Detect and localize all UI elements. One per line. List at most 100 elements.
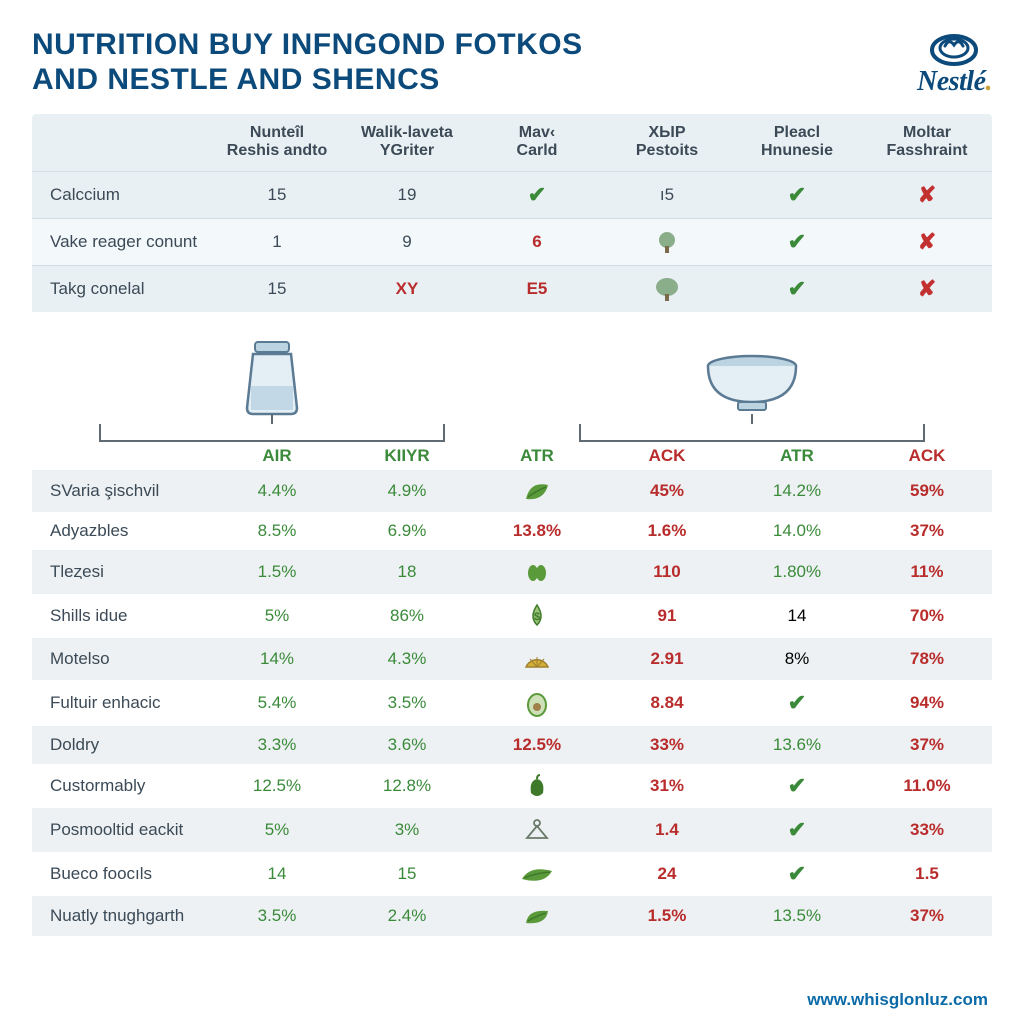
- top-cell: ✘: [862, 265, 992, 312]
- nutrition-cell: 3%: [342, 808, 472, 852]
- row-label: Doldry: [32, 726, 212, 764]
- nutrition-cell: [472, 638, 602, 680]
- row-label: Vake reager conunt: [32, 218, 212, 265]
- top-cell: ✔: [732, 265, 862, 312]
- nutrition-cell: [472, 680, 602, 726]
- top-cell: [602, 265, 732, 312]
- nutrition-cell: 91: [602, 594, 732, 638]
- nutrition-table: SVaria şischvil4.4%4.9%45%14.2%59%Adyazb…: [32, 470, 992, 936]
- row-label: Takg conelal: [32, 265, 212, 312]
- nutrition-cell: 13.6%: [732, 726, 862, 764]
- nutrition-cell: 18: [342, 550, 472, 594]
- nutrition-cell: [472, 764, 602, 808]
- nutrition-cell: 4.4%: [212, 470, 342, 512]
- nutrition-cell: 5.4%: [212, 680, 342, 726]
- top-cell: 15: [212, 265, 342, 312]
- nutrition-cell: 3.3%: [212, 726, 342, 764]
- bowl-icon: [692, 336, 812, 418]
- svg-text:$: $: [534, 611, 540, 623]
- top-cell: ✔: [472, 171, 602, 218]
- logo-wordmark: Nestlé: [917, 66, 992, 98]
- nutrition-cell: 1.80%: [732, 550, 862, 594]
- nutrition-cell: 11.0%: [862, 764, 992, 808]
- top-cell: ı5: [602, 171, 732, 218]
- nutrition-cell: [472, 896, 602, 936]
- product-illustrations: [32, 332, 992, 442]
- top-col-header: NunteîlReshis andto: [212, 114, 342, 171]
- top-cell: XY: [342, 265, 472, 312]
- nutrition-cell: 15: [342, 852, 472, 896]
- footer-url: www.whisglonluz.com: [807, 990, 988, 1010]
- nutrition-cell: 3.6%: [342, 726, 472, 764]
- sub-header-row: AIRKIIYRATRACKATRACK: [32, 446, 992, 466]
- top-cell: ✔: [732, 218, 862, 265]
- nutrition-cell: 14: [732, 594, 862, 638]
- subhead-cell: AIR: [212, 446, 342, 466]
- page-title: NUTRITION BUY INFNGOND FOTKOS AND NESTLE…: [32, 28, 583, 97]
- top-col-header: PleaclHnunesie: [732, 114, 862, 171]
- nutrition-cell: 4.9%: [342, 470, 472, 512]
- nutrition-cell: 33%: [602, 726, 732, 764]
- nutrition-cell: 31%: [602, 764, 732, 808]
- nutrition-cell: [472, 852, 602, 896]
- nutrition-cell: 70%: [862, 594, 992, 638]
- nutrition-cell: 37%: [862, 512, 992, 550]
- nutrition-cell: [472, 470, 602, 512]
- row-label: Shills idue: [32, 594, 212, 638]
- bracket-left: [99, 424, 445, 442]
- nutrition-cell: 2.91: [602, 638, 732, 680]
- top-cell: 6: [472, 218, 602, 265]
- row-label: Nuatly tnughgarth: [32, 896, 212, 936]
- top-cell: E5: [472, 265, 602, 312]
- nutrition-cell: 5%: [212, 594, 342, 638]
- row-label: Custormably: [32, 764, 212, 808]
- nutrition-cell: ✔: [732, 852, 862, 896]
- nutrition-cell: 94%: [862, 680, 992, 726]
- top-cell: ✔: [732, 171, 862, 218]
- top-col-header: Walik-lavetaYGriter: [342, 114, 472, 171]
- nutrition-cell: 1.6%: [602, 512, 732, 550]
- nutrition-cell: 5%: [212, 808, 342, 852]
- nutrition-cell: 12.5%: [212, 764, 342, 808]
- top-cell: ✘: [862, 218, 992, 265]
- nutrition-cell: ✔: [732, 764, 862, 808]
- top-cell: 15: [212, 171, 342, 218]
- bracket-right: [579, 424, 925, 442]
- nutrition-cell: ✔: [732, 808, 862, 852]
- top-cell: ✘: [862, 171, 992, 218]
- nutrition-cell: 14: [212, 852, 342, 896]
- nutrition-cell: 110: [602, 550, 732, 594]
- top-col-header: Mav‹Carld: [472, 114, 602, 171]
- nutrition-cell: 78%: [862, 638, 992, 680]
- top-cell: 19: [342, 171, 472, 218]
- brand-logo: Nestlé: [917, 28, 992, 98]
- nutrition-cell: 3.5%: [212, 896, 342, 936]
- subhead-cell: ATR: [732, 446, 862, 466]
- nutrition-cell: 1.5%: [212, 550, 342, 594]
- nutrition-cell: 1.5: [862, 852, 992, 896]
- top-col-header: XЫPPestoits: [602, 114, 732, 171]
- row-label: Motelso: [32, 638, 212, 680]
- top-col-header: [32, 114, 212, 171]
- nutrition-cell: 13.8%: [472, 512, 602, 550]
- nutrition-cell: ✔: [732, 680, 862, 726]
- top-cell: [602, 218, 732, 265]
- nutrition-cell: 13.5%: [732, 896, 862, 936]
- nutrition-cell: 86%: [342, 594, 472, 638]
- top-cell: 9: [342, 218, 472, 265]
- row-label: SVaria şischvil: [32, 470, 212, 512]
- nutrition-cell: 59%: [862, 470, 992, 512]
- subhead-cell: KIIYR: [342, 446, 472, 466]
- nutrition-cell: 6.9%: [342, 512, 472, 550]
- nutrition-cell: 8.84: [602, 680, 732, 726]
- nutrition-cell: 24: [602, 852, 732, 896]
- nutrition-cell: 11%: [862, 550, 992, 594]
- nutrition-cell: $: [472, 594, 602, 638]
- subhead-cell: ATR: [472, 446, 602, 466]
- nest-icon: [925, 28, 983, 66]
- top-cell: 1: [212, 218, 342, 265]
- nutrition-cell: 14.2%: [732, 470, 862, 512]
- nutrition-cell: 1.4: [602, 808, 732, 852]
- nutrition-cell: 2.4%: [342, 896, 472, 936]
- jar-icon: [227, 336, 317, 418]
